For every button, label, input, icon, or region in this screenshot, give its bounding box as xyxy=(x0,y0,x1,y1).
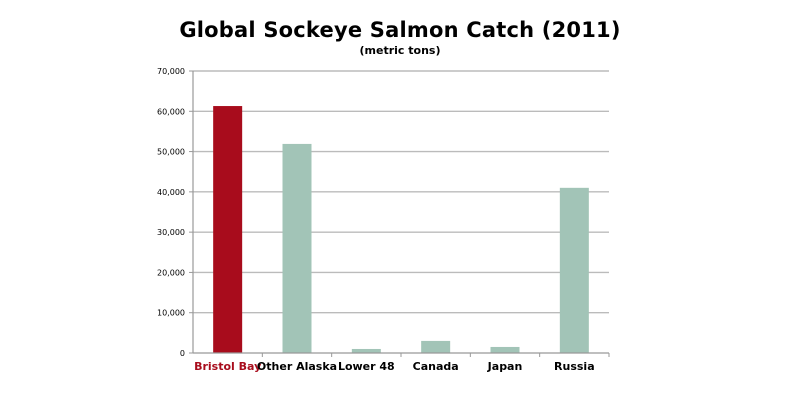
y-tick-label: 10,000 xyxy=(157,309,185,318)
x-tick-label: Bristol Bay xyxy=(194,360,261,373)
x-tick-label: Other Alaska xyxy=(257,360,337,373)
bars xyxy=(213,106,589,353)
bar-bristol-bay xyxy=(213,106,243,353)
y-tick-label: 20,000 xyxy=(157,268,185,277)
x-tick-label: Canada xyxy=(413,360,459,373)
y-tick-label: 60,000 xyxy=(157,107,185,116)
axes xyxy=(189,70,610,357)
bar-other-alaska xyxy=(282,143,312,353)
x-tick-label: Japan xyxy=(487,360,523,373)
chart-subtitle: (metric tons) xyxy=(359,44,441,57)
bar-japan xyxy=(490,346,520,353)
x-tick-label: Lower 48 xyxy=(338,360,395,373)
x-tick-label: Russia xyxy=(554,360,595,373)
bar-russia xyxy=(559,187,589,353)
y-tick-label: 70,000 xyxy=(157,67,185,76)
bar-canada xyxy=(421,340,451,353)
gridlines xyxy=(193,70,609,314)
bar-lower-48 xyxy=(351,348,381,353)
y-tick-label: 30,000 xyxy=(157,228,185,237)
y-tick-label: 40,000 xyxy=(157,188,185,197)
chart-title: Global Sockeye Salmon Catch (2011) xyxy=(179,18,621,42)
y-tick-label: 0 xyxy=(180,349,185,358)
y-tick-label: 50,000 xyxy=(157,148,185,157)
y-tick-labels: 0 10,000 20,000 30,000 40,000 50,000 60,000 70,… xyxy=(157,67,185,358)
